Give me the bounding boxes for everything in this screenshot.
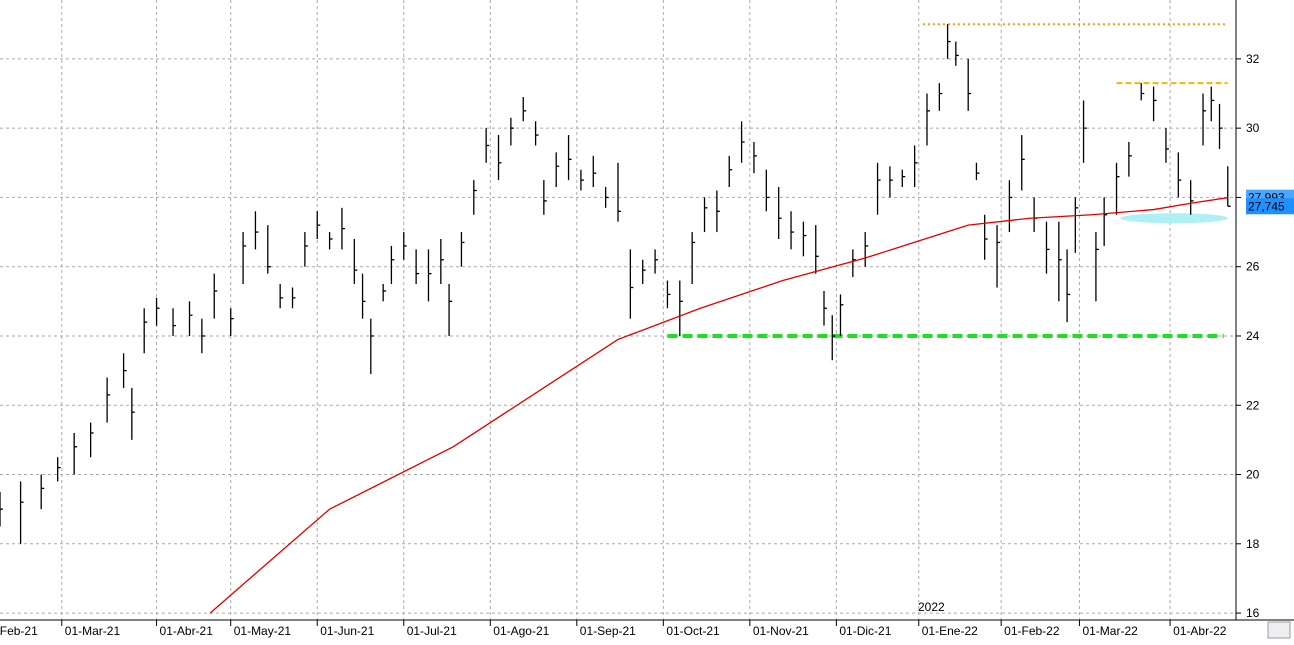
x-tick-label: 01-May-21	[234, 624, 292, 638]
x-tick-label: 01-Mar-22	[1082, 624, 1138, 638]
x-tick-label: 01-Oct-21	[666, 624, 720, 638]
x-tick-label: 01-Jun-21	[320, 624, 374, 638]
x-tick-label: 01-Mar-21	[65, 624, 121, 638]
marks	[0, 23, 1231, 614]
y-tick-label: 30	[1246, 121, 1260, 135]
y-tick-label: 24	[1246, 329, 1260, 343]
price-marker-label: 27,745	[1248, 199, 1285, 213]
x-tick-label: 01-Nov-21	[753, 624, 809, 638]
y-tick-label: 16	[1246, 606, 1260, 620]
x-tick-label: 01-Jul-21	[407, 624, 457, 638]
x-tick-label: 01-Ago-21	[493, 624, 549, 638]
support-band	[1120, 213, 1228, 224]
y-tick-label: 22	[1246, 398, 1260, 412]
x-tick-label: 01-Abr-22	[1173, 624, 1227, 638]
x-tick-label: 01-Sep-21	[580, 624, 636, 638]
x-tick-label: 01-Feb-22	[1004, 624, 1060, 638]
y-tick-label: 18	[1246, 537, 1260, 551]
plot-area	[0, 0, 1236, 620]
corner-icon[interactable]	[1267, 621, 1291, 639]
x-tick-label: 01-Abr-21	[160, 624, 214, 638]
y-tick-label: 20	[1246, 468, 1260, 482]
y-tick-label: 32	[1246, 52, 1260, 66]
price-marker	[1246, 198, 1294, 215]
year-annotation: 2022	[918, 600, 945, 614]
x-tick-label: 01-Dic-21	[839, 624, 891, 638]
y-tick-label: 26	[1246, 260, 1260, 274]
moving-average	[209, 197, 1228, 614]
x-tick-label: 01-Ene-22	[922, 624, 978, 638]
x-tick-label: 01-Feb-21	[0, 624, 38, 638]
